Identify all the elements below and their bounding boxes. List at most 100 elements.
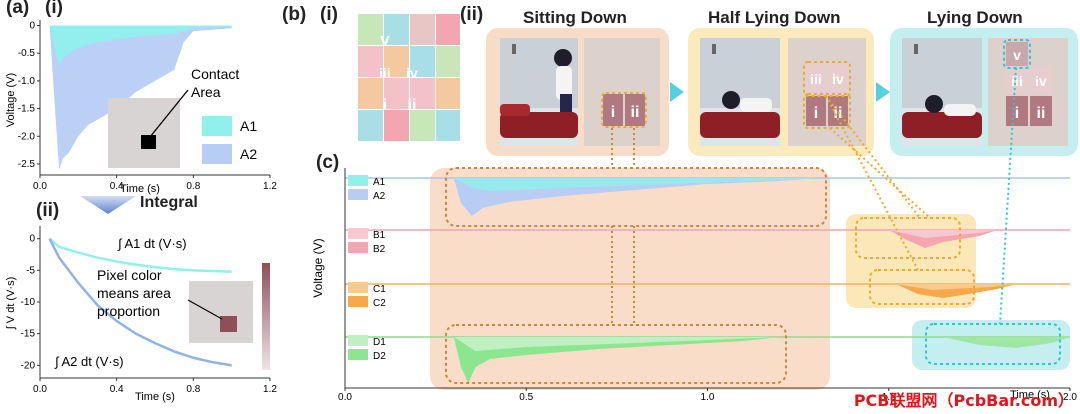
integral-chart-a-ii: 0.0 0.4 0.8 1.2 0 -5 -10 -15 -20 ∫ A1 dt (V·s) ∫… xyxy=(5,226,277,403)
legend-swatch-a1 xyxy=(202,116,232,136)
pixel-inset xyxy=(189,281,253,343)
legend-swatch-c xyxy=(348,335,368,346)
grid-label-ii: ii xyxy=(408,97,417,114)
render-lying xyxy=(902,38,982,146)
map-half-label-iii: iii xyxy=(810,71,822,87)
grid-cell xyxy=(384,110,409,141)
area-d2 xyxy=(453,337,780,383)
area-d-lying xyxy=(943,337,1070,348)
grid-cell xyxy=(358,14,383,45)
panel-label-a: (a) xyxy=(6,0,30,18)
map-lying-label-ii: ii xyxy=(1037,105,1046,122)
panel-label-b-i: (i) xyxy=(320,4,338,25)
x-tick-a-i: 0.4 xyxy=(110,181,124,192)
legend-swatch-c xyxy=(348,228,368,239)
grid-cell xyxy=(410,110,435,141)
legend-label-c: D1 xyxy=(373,337,386,348)
legend-label-c: D2 xyxy=(373,351,386,362)
highlight-sitting xyxy=(430,168,830,390)
grid-cell xyxy=(436,110,461,141)
area-b1 xyxy=(888,230,998,238)
grid-cell xyxy=(358,110,383,141)
scene-title-sitting: Sitting Down xyxy=(523,8,627,27)
area-d1 xyxy=(453,337,780,351)
x-tick-c: 2.0 xyxy=(1063,392,1077,403)
pixel-color-label-1: Pixel color xyxy=(97,267,162,283)
legend-label-c: A2 xyxy=(373,191,386,202)
legend-label-c: A1 xyxy=(373,177,386,188)
grid-cell xyxy=(436,78,461,109)
callout-b-half xyxy=(855,217,961,259)
y-axis-label-a-ii: ∫ V dt (V·s) xyxy=(5,277,17,331)
grid-cell xyxy=(358,46,383,77)
panel-label-a-i: (i) xyxy=(45,0,63,18)
panel-label-a-ii: (ii) xyxy=(36,200,60,221)
legend-swatch-a2 xyxy=(202,144,232,164)
x-tick-c: 0.0 xyxy=(338,392,352,403)
x-tick-a-ii: 0.0 xyxy=(33,384,47,395)
watermark: PCB联盟网（PcbBar.com） xyxy=(853,391,1074,410)
map-lying-label-v: v xyxy=(1013,47,1021,63)
contact-area-label-2: Area xyxy=(191,84,221,100)
y-tick-a-ii: 0 xyxy=(29,234,35,245)
grid-label-iv: iv xyxy=(406,65,418,81)
int-a2-label: ∫ A2 dt (V·s) xyxy=(54,354,124,369)
color-scale-bar xyxy=(262,263,270,370)
scene-title-half-lying: Half Lying Down xyxy=(708,8,841,27)
legend-label-c: C2 xyxy=(373,298,386,309)
legend-label-c: C1 xyxy=(373,284,386,295)
x-tick-a-i: 0.0 xyxy=(33,181,47,192)
grid-cell xyxy=(384,14,409,45)
pixel-color-label-2: means area xyxy=(97,285,171,301)
panel-label-b-ii: (ii) xyxy=(460,4,484,25)
y-axis-label-c: Voltage (V) xyxy=(311,238,325,297)
map-sitting-label-i: i xyxy=(611,104,615,121)
legend-label-a2: A2 xyxy=(240,146,257,162)
grid-cell xyxy=(436,14,461,45)
x-tick-c: 1.5 xyxy=(882,392,896,403)
grid-cell xyxy=(358,78,383,109)
x-tick-a-ii: 0.8 xyxy=(186,384,200,395)
grid-label-iii: iii xyxy=(379,65,391,81)
area-a2 xyxy=(49,25,232,170)
y-tick-a-ii: -10 xyxy=(21,297,36,308)
sensor-map-half-lying xyxy=(788,38,866,146)
map-half-label-iv: iv xyxy=(832,71,844,87)
legend-swatch-c xyxy=(348,282,368,293)
x-axis-label-a-ii: Time (s) xyxy=(135,391,175,403)
grid-label-v: v xyxy=(380,30,390,49)
grid-cell xyxy=(384,46,409,77)
y-tick-a-i: -2.5 xyxy=(18,159,36,170)
y-tick-a-ii: -20 xyxy=(21,360,36,371)
map-lying-label-iv: iv xyxy=(1035,73,1047,89)
area-c1 xyxy=(896,284,1016,290)
scene-title-lying: Lying Down xyxy=(927,8,1023,27)
grid-cell xyxy=(410,78,435,109)
y-tick-a-i: -2.0 xyxy=(18,131,36,142)
y-tick-a-i: -1.5 xyxy=(18,104,36,115)
pixel-color-marker xyxy=(220,316,237,332)
sensor-map-sitting xyxy=(584,38,660,146)
y-tick-a-i: -0.5 xyxy=(18,48,36,59)
grid-label-i: i xyxy=(383,97,387,114)
contact-area-marker xyxy=(141,135,156,149)
grid-cell xyxy=(384,78,409,109)
legend-swatch-c xyxy=(348,296,368,307)
x-tick-c: 1.0 xyxy=(701,392,715,403)
render-sitting xyxy=(500,38,578,146)
callout-c-half xyxy=(869,269,975,305)
map-lying-label-i: i xyxy=(1015,105,1019,122)
integral-arrow xyxy=(80,196,136,214)
contact-area-label-1: Contact xyxy=(191,66,239,82)
map-lying-label-iii: iii xyxy=(1011,73,1023,89)
x-tick-a-ii: 0.4 xyxy=(110,384,124,395)
x-tick-a-i: 0.8 xyxy=(186,181,200,192)
legend-label-a1: A1 xyxy=(240,118,257,134)
y-tick-a-ii: -15 xyxy=(21,329,36,340)
grid-cell xyxy=(410,46,435,77)
panel-label-c: (c) xyxy=(316,152,340,173)
int-a1-label: ∫ A1 dt (V·s) xyxy=(117,236,187,251)
y-tick-a-i: -1.0 xyxy=(18,76,36,87)
sensor-grid: v iii iv i ii xyxy=(354,10,461,146)
legend-swatch-c xyxy=(348,189,368,200)
